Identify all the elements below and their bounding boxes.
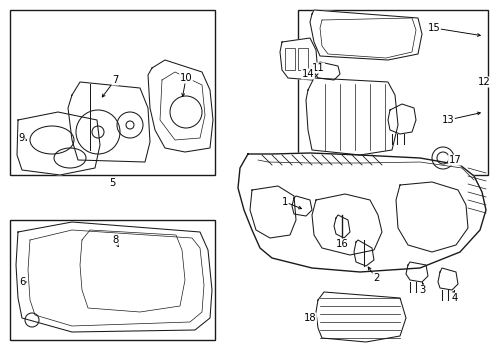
Polygon shape (68, 82, 150, 162)
Polygon shape (280, 38, 318, 80)
Text: 7: 7 (112, 75, 118, 85)
Text: 6: 6 (19, 277, 25, 287)
Text: 16: 16 (336, 239, 348, 249)
Bar (10, 10, 215, 175)
Polygon shape (238, 153, 486, 272)
Text: 1: 1 (282, 197, 288, 207)
Polygon shape (148, 60, 213, 152)
Text: 14: 14 (302, 69, 314, 79)
Bar (298, 48, 308, 70)
Text: 2: 2 (373, 273, 379, 283)
Polygon shape (354, 240, 374, 266)
Text: 9: 9 (19, 133, 25, 143)
Polygon shape (314, 62, 340, 80)
Polygon shape (316, 292, 406, 342)
Polygon shape (388, 104, 416, 134)
Text: 10: 10 (180, 73, 192, 83)
Polygon shape (17, 112, 100, 175)
Polygon shape (334, 215, 350, 238)
Text: 13: 13 (441, 115, 454, 125)
Bar (285, 48, 295, 70)
Bar (10, 220, 215, 340)
Text: 18: 18 (304, 313, 317, 323)
Bar (298, 10, 488, 175)
Polygon shape (292, 196, 312, 216)
Text: 17: 17 (449, 155, 462, 165)
Text: 12: 12 (478, 77, 490, 87)
Polygon shape (306, 78, 398, 155)
Polygon shape (16, 222, 212, 332)
Text: 15: 15 (428, 23, 441, 33)
Text: 11: 11 (312, 63, 324, 73)
Text: 5: 5 (109, 178, 115, 188)
Text: 3: 3 (419, 285, 425, 295)
Text: 4: 4 (452, 293, 458, 303)
Circle shape (432, 147, 454, 169)
Polygon shape (310, 10, 422, 60)
Polygon shape (438, 268, 458, 290)
Polygon shape (406, 262, 428, 282)
Text: 8: 8 (112, 235, 118, 245)
